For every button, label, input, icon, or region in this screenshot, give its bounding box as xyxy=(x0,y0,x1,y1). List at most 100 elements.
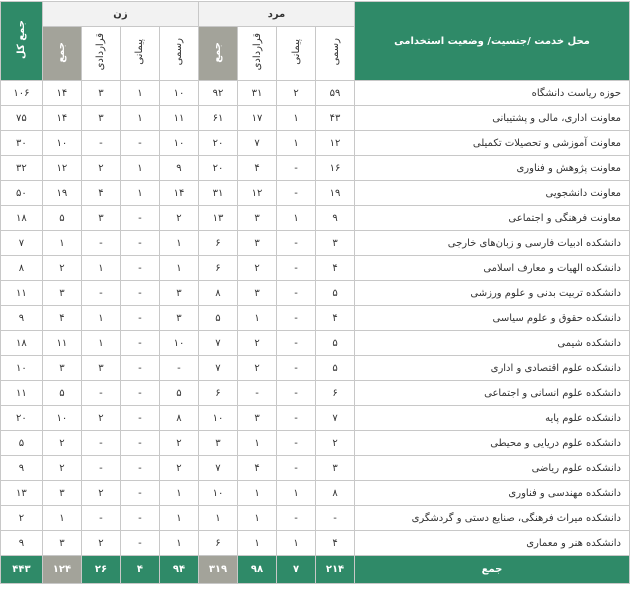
unit-name: معاونت پژوهش و فناوری xyxy=(354,155,630,181)
cell: - xyxy=(276,180,316,206)
unit-name: دانشکده ادبیات فارسی و زبان‌های خارجی xyxy=(354,230,630,256)
cell: ۱ xyxy=(158,255,199,281)
cell: - xyxy=(80,380,121,406)
cell: ۱ xyxy=(119,105,160,131)
total-cell: ۹۸ xyxy=(237,555,277,584)
cell: ۴ xyxy=(237,155,277,181)
table-row: معاونت اداری، مالی و پشتیبانی ۴۳ ۱ ۱۷ ۶۱ ۱۱ ۱ ۳… xyxy=(0,105,630,131)
cell: ۱۰۶ xyxy=(0,80,43,106)
cell: ۳۲ xyxy=(0,155,43,181)
cell: ۱۰ xyxy=(41,130,82,156)
cell: - xyxy=(237,380,277,406)
cell: ۱ xyxy=(158,530,199,556)
cell: ۳ xyxy=(41,530,82,556)
total-cell: ۹۴ xyxy=(158,555,199,584)
cell: ۲ xyxy=(41,255,82,281)
cell: - xyxy=(158,355,199,381)
cell: ۲ xyxy=(80,155,121,181)
table-row: دانشکده علوم انسانی و اجتماعی ۶- -۶ ۵- -۵ ۱۱ xyxy=(0,380,630,406)
cell: ۵۹ xyxy=(315,80,355,106)
cell: - xyxy=(119,405,160,431)
cell: ۱۴ xyxy=(158,180,199,206)
cell: ۸ xyxy=(0,255,43,281)
cell: ۳ xyxy=(237,230,277,256)
cell: - xyxy=(276,505,316,531)
cell: ۲ xyxy=(237,330,277,356)
cell: ۴ xyxy=(315,305,355,331)
cell: ۳ xyxy=(41,355,82,381)
column-header: رسمی xyxy=(158,26,199,81)
grand-total-label: جمع کل xyxy=(15,20,27,59)
total-cell: ۴ xyxy=(119,555,160,584)
cell: ۴ xyxy=(237,455,277,481)
total-cell: ۲۱۴ xyxy=(315,555,355,584)
cell: ۵ xyxy=(41,380,82,406)
cell: - xyxy=(119,355,160,381)
cell: ۵ xyxy=(315,280,355,306)
column-label: رسمی xyxy=(173,38,185,66)
cell: ۳۰ xyxy=(0,130,43,156)
cell: ۹ xyxy=(0,305,43,331)
cell: ۲ xyxy=(41,455,82,481)
table-row: معاونت آموزشی و تحصیلات تکمیلی ۱۲ ۱ ۷ ۲۰ ۱۰- -… xyxy=(0,130,630,156)
cell: ۳ xyxy=(315,230,355,256)
column-label: پیمانی xyxy=(134,39,146,65)
cell: - xyxy=(80,230,121,256)
cell: ۱۳ xyxy=(197,205,239,231)
cell: ۱۱ xyxy=(0,380,43,406)
cell: ۳ xyxy=(80,105,121,131)
column-header: قراردادی xyxy=(237,26,277,81)
cell: - xyxy=(276,330,316,356)
table-row: معاونت فرهنگی و اجتماعی ۹ ۱ ۳ ۱۳ ۲-۳ ۵ ۱۸ xyxy=(0,205,630,231)
cell: - xyxy=(276,155,316,181)
cell: ۱ xyxy=(276,105,316,131)
unit-name: دانشکده علوم انسانی و اجتماعی xyxy=(354,380,630,406)
cell: - xyxy=(276,455,316,481)
table-row: دانشکده شیمی ۵-۲ ۷ ۱۰-۱ ۱۱ ۱۸ xyxy=(0,330,630,356)
unit-name: دانشکده مهندسی و فناوری xyxy=(354,480,630,506)
cell: ۱ xyxy=(237,305,277,331)
cell: - xyxy=(276,305,316,331)
cell: - xyxy=(119,230,160,256)
cell: ۸ xyxy=(197,280,239,306)
cell: - xyxy=(276,255,316,281)
cell: ۵ xyxy=(315,330,355,356)
cell: - xyxy=(119,380,160,406)
cell: - xyxy=(119,205,160,231)
men-header: مرد xyxy=(197,1,356,27)
cell: ۵ xyxy=(197,305,239,331)
cell: ۱۱ xyxy=(0,280,43,306)
cell: ۴ xyxy=(315,530,355,556)
unit-name: دانشکده علوم اقتصادی و اداری xyxy=(354,355,630,381)
title-header: محل خدمت /جنسیت/ وضعیت استخدامی xyxy=(354,1,630,81)
cell: ۸ xyxy=(315,480,355,506)
total-cell: ۷ xyxy=(276,555,316,584)
table-row: دانشکده علوم پایه ۷-۳ ۱۰ ۸-۲ ۱۰ ۲۰ xyxy=(0,405,630,431)
cell: ۲ xyxy=(158,430,199,456)
cell: ۲ xyxy=(80,405,121,431)
cell: ۲۰ xyxy=(0,405,43,431)
cell: - xyxy=(80,280,121,306)
cell: ۱ xyxy=(80,255,121,281)
unit-name: دانشکده الهیات و معارف اسلامی xyxy=(354,255,630,281)
cell: ۱۰ xyxy=(158,330,199,356)
cell: - xyxy=(119,330,160,356)
cell: ۱ xyxy=(276,205,316,231)
table-row: دانشکده حقوق و علوم سیاسی ۴-۱ ۵ ۳-۱ ۴ ۹ xyxy=(0,305,630,331)
column-label: جمع xyxy=(56,41,68,63)
cell: - xyxy=(119,430,160,456)
grand-total-header: جمع کل xyxy=(0,1,43,81)
cell: ۵ xyxy=(41,205,82,231)
cell: ۱۱ xyxy=(158,105,199,131)
cell: ۱ xyxy=(237,505,277,531)
cell: ۴۳ xyxy=(315,105,355,131)
cell: ۳ xyxy=(197,430,239,456)
cell: ۲ xyxy=(158,455,199,481)
cell: ۱ xyxy=(237,480,277,506)
cell: ۶ xyxy=(197,230,239,256)
cell: ۳ xyxy=(41,480,82,506)
cell: - xyxy=(276,405,316,431)
cell: - xyxy=(80,505,121,531)
column-label: جمع xyxy=(212,41,224,63)
table-row: دانشکده میراث فرهنگی، صنایع دستی و گردشگ… xyxy=(0,505,630,531)
